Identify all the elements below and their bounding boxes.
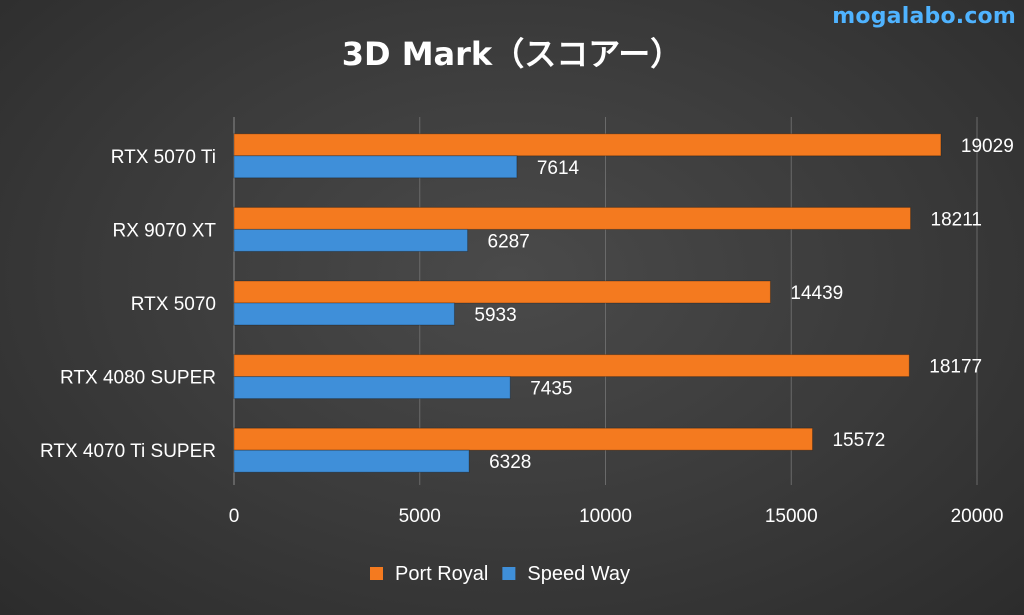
legend-swatch	[370, 567, 383, 580]
bars: 19029 7614 18211 6287 14439 5933 18177 7435 1557…	[233, 133, 1014, 473]
legend-item: Port Royal	[370, 563, 488, 585]
data-label: 18177	[929, 357, 982, 378]
watermark: mogalabo.com	[832, 4, 1016, 29]
data-label: 6287	[488, 231, 530, 252]
data-label: 19029	[961, 136, 1014, 157]
category-labels: RTX 5070 Ti RX 9070 XT RTX 5070 RTX 4080 SU…	[40, 147, 216, 462]
bar-port-royal	[233, 206, 912, 230]
bar-speed-way	[233, 155, 518, 179]
bar-port-royal	[233, 354, 910, 378]
x-tick-label: 5000	[399, 506, 441, 527]
legend-item: Speed Way	[502, 563, 630, 585]
bar-speed-way	[233, 449, 470, 473]
category-label: RX 9070 XT	[113, 220, 217, 241]
x-tick-label: 20000	[951, 506, 1004, 527]
category-label: RTX 4070 Ti SUPER	[40, 441, 216, 462]
category-label: RTX 5070	[131, 294, 216, 315]
legend-label: Speed Way	[527, 563, 630, 585]
x-tick-label: 0	[229, 506, 240, 527]
x-tick-label: 15000	[765, 506, 818, 527]
data-label: 7614	[537, 158, 580, 179]
x-tick-labels: 0 5000 10000 15000 20000	[229, 506, 1004, 527]
data-label: 15572	[832, 430, 885, 451]
bar-port-royal	[233, 133, 942, 157]
data-label: 6328	[489, 452, 531, 473]
x-tick-label: 10000	[579, 506, 632, 527]
category-label: RTX 4080 SUPER	[60, 368, 216, 389]
data-label: 7435	[530, 379, 572, 400]
category-label: RTX 5070 Ti	[111, 147, 216, 168]
legend-swatch	[502, 567, 516, 580]
data-label: 18211	[931, 209, 982, 230]
data-label: 5933	[474, 305, 516, 326]
bar-speed-way	[233, 376, 511, 400]
chart-title: 3D Mark（スコアー）	[342, 35, 683, 73]
bar-speed-way	[233, 228, 469, 252]
data-label: 14439	[790, 283, 843, 304]
bar-port-royal	[233, 427, 813, 451]
legend: Port Royal Speed Way	[370, 563, 630, 585]
bar-speed-way	[233, 302, 455, 326]
bar-port-royal	[233, 280, 771, 304]
legend-label: Port Royal	[395, 563, 488, 585]
